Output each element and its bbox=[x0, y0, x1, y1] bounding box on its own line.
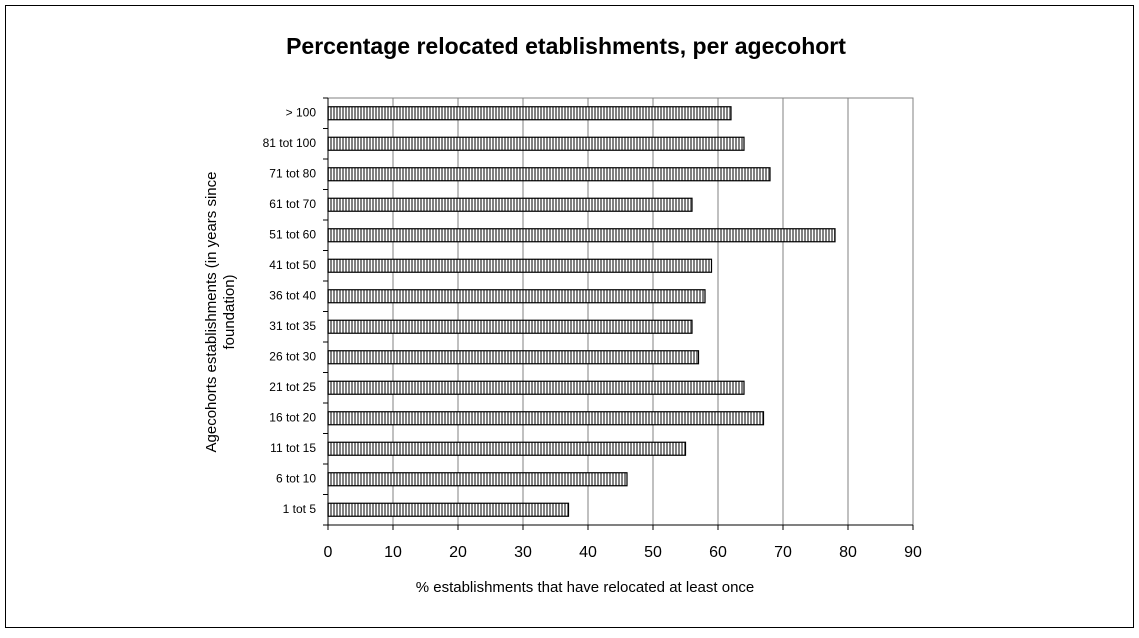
x-tick-label: 0 bbox=[324, 544, 333, 561]
bar bbox=[327, 441, 687, 456]
bar bbox=[327, 136, 745, 151]
x-tick-label: 80 bbox=[839, 544, 857, 561]
y-axis-label: Agecohorts establishments (in years sinc… bbox=[203, 172, 220, 453]
bar bbox=[327, 289, 706, 304]
x-tick-label: 90 bbox=[904, 544, 922, 561]
x-tick-label: 20 bbox=[449, 544, 467, 561]
y-tick-label: > 100 bbox=[286, 105, 317, 119]
y-tick-label: 81 tot 100 bbox=[263, 136, 317, 150]
y-tick-label: 61 tot 70 bbox=[269, 197, 316, 211]
x-tick-label: 70 bbox=[774, 544, 792, 561]
bar bbox=[327, 258, 713, 273]
plot-area bbox=[327, 97, 914, 526]
x-tick-label: 50 bbox=[644, 544, 662, 561]
x-tick-label: 40 bbox=[579, 544, 597, 561]
bar bbox=[327, 502, 570, 517]
y-tick-label: 31 tot 35 bbox=[269, 319, 316, 333]
y-tick-label: 36 tot 40 bbox=[269, 288, 316, 302]
bar bbox=[327, 319, 693, 334]
bar bbox=[327, 197, 693, 212]
bar bbox=[327, 106, 732, 121]
bar bbox=[327, 228, 836, 243]
x-axis-label: % establishments that have relocated at … bbox=[416, 579, 755, 596]
y-tick-label: 26 tot 30 bbox=[269, 349, 316, 363]
y-tick-label: 6 tot 10 bbox=[276, 471, 316, 485]
bar bbox=[327, 380, 745, 395]
chart-title: Percentage relocated etablishments, per … bbox=[286, 33, 846, 59]
y-tick-label: 71 tot 80 bbox=[269, 166, 316, 180]
x-tick-label: 60 bbox=[709, 544, 727, 561]
x-tick-label: 10 bbox=[384, 544, 402, 561]
x-tick-label: 30 bbox=[514, 544, 532, 561]
y-tick-label: 51 tot 60 bbox=[269, 227, 316, 241]
y-tick-label: 16 tot 20 bbox=[269, 410, 316, 424]
bar bbox=[327, 411, 765, 426]
y-tick-label: 21 tot 25 bbox=[269, 380, 316, 394]
bar bbox=[327, 350, 700, 365]
y-tick-label: 1 tot 5 bbox=[283, 502, 317, 516]
bar bbox=[327, 472, 628, 487]
bar bbox=[327, 167, 771, 182]
y-tick-label: 41 tot 50 bbox=[269, 258, 316, 272]
y-axis-label: foundation) bbox=[221, 274, 238, 349]
y-tick-label: 11 tot 15 bbox=[270, 441, 316, 455]
